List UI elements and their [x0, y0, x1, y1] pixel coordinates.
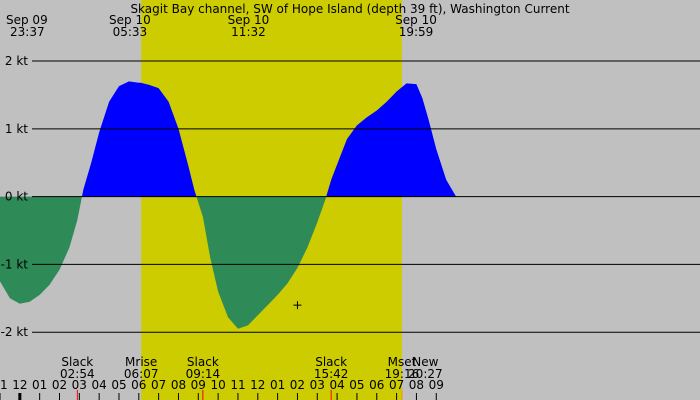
- x-tick-label: 07: [151, 378, 166, 392]
- x-tick-label: 07: [389, 378, 404, 392]
- chart-title: Skagit Bay channel, SW of Hope Island (d…: [130, 2, 569, 16]
- top-time-label: 05:33: [113, 25, 148, 39]
- x-tick-label: 03: [310, 378, 325, 392]
- event-time-label: 19:16: [385, 367, 420, 381]
- y-tick-label: -1 kt: [1, 257, 29, 271]
- event-time-label: 15:42: [314, 367, 349, 381]
- event-name-label: Mrise: [125, 355, 157, 369]
- x-tick-label: 01: [270, 378, 285, 392]
- x-tick-label: 06: [131, 378, 146, 392]
- x-tick-label: 05: [111, 378, 126, 392]
- x-tick-label: 11: [0, 378, 8, 392]
- x-tick-label: 12: [12, 378, 27, 392]
- top-time-label: 19:59: [399, 25, 434, 39]
- x-tick-label: 06: [369, 378, 384, 392]
- x-tick-label: 09: [429, 378, 444, 392]
- y-tick-label: -2 kt: [1, 325, 29, 339]
- flood-area: [0, 81, 457, 197]
- event-ticks: [0, 301, 437, 400]
- event-time-label: 02:54: [60, 367, 95, 381]
- x-tick-label: 09: [191, 378, 206, 392]
- top-time-label: 11:32: [231, 25, 266, 39]
- x-tick-label: 08: [171, 378, 186, 392]
- event-time-label: 09:14: [186, 367, 221, 381]
- top-date-label: Sep 09: [6, 13, 48, 27]
- grid-lines: [32, 60, 700, 333]
- top-date-label: Sep 10: [395, 13, 437, 27]
- y-tick-label: 2 kt: [5, 54, 28, 68]
- event-name-label: Slack: [315, 355, 347, 369]
- event-name-label: Mset: [388, 355, 417, 369]
- x-tick-label: 02: [52, 378, 67, 392]
- top-time-label: 23:37: [10, 25, 45, 39]
- x-tick-label: 08: [409, 378, 424, 392]
- event-time-label: 06:07: [124, 367, 159, 381]
- top-date-label: Sep 10: [228, 13, 270, 27]
- event-name-label: Slack: [61, 355, 93, 369]
- top-date-label: Sep 10: [109, 13, 151, 27]
- x-tick-label: 04: [329, 378, 344, 392]
- x-tick-label: 05: [349, 378, 364, 392]
- x-tick-label: 04: [92, 378, 107, 392]
- event-name-label: Slack: [187, 355, 219, 369]
- x-tick-label: 11: [230, 378, 245, 392]
- event-time-label: 20:27: [408, 367, 443, 381]
- event-name-label: New: [412, 355, 438, 369]
- x-tick-label: 02: [290, 378, 305, 392]
- x-tick-label: 01: [32, 378, 47, 392]
- ebb-area: [0, 196, 327, 329]
- y-tick-label: 0 kt: [5, 190, 28, 204]
- y-tick-label: 1 kt: [5, 122, 28, 136]
- x-tick-label: 03: [72, 378, 87, 392]
- x-tick-label: 12: [250, 378, 265, 392]
- now-marker: [293, 301, 302, 310]
- x-tick-label: 10: [210, 378, 225, 392]
